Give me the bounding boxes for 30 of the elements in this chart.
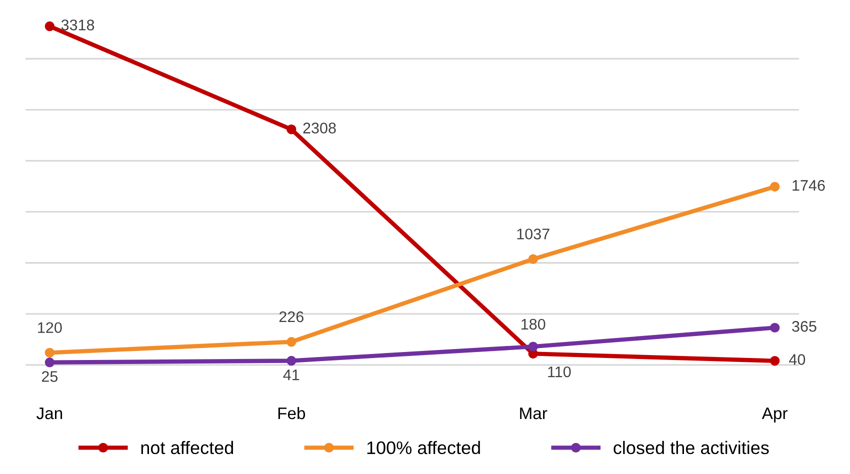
data-label: 180	[522, 318, 546, 330]
point	[528, 342, 538, 352]
point	[770, 322, 780, 333]
data-label: 3318	[61, 20, 94, 30]
data-label: 1037	[517, 228, 550, 240]
point	[44, 21, 55, 32]
x-tick-label: Jan	[36, 408, 62, 420]
data-label: 226	[279, 311, 304, 322]
point	[44, 358, 55, 368]
data-label: 40	[789, 354, 806, 365]
point	[286, 337, 296, 347]
data-label: 41	[283, 370, 300, 380]
point	[286, 356, 296, 366]
data-label: 120	[38, 322, 62, 334]
data-label: 365	[792, 320, 816, 332]
data-label: 25	[42, 371, 58, 382]
legend-label: closed the activities	[614, 440, 769, 454]
point	[528, 254, 538, 264]
legend-label: 100% affected	[367, 440, 480, 454]
point	[770, 182, 780, 192]
x-tick-label: Apr	[762, 408, 788, 423]
point	[44, 348, 55, 358]
data-label: 1746	[792, 180, 825, 191]
legend-label: not affected	[141, 440, 234, 454]
point	[286, 124, 296, 134]
x-tick-label: Mar	[520, 408, 548, 420]
data-label: 110	[548, 366, 571, 378]
point	[770, 356, 780, 366]
x-tick-label: Feb	[278, 406, 306, 420]
data-label: 2308	[303, 122, 336, 134]
